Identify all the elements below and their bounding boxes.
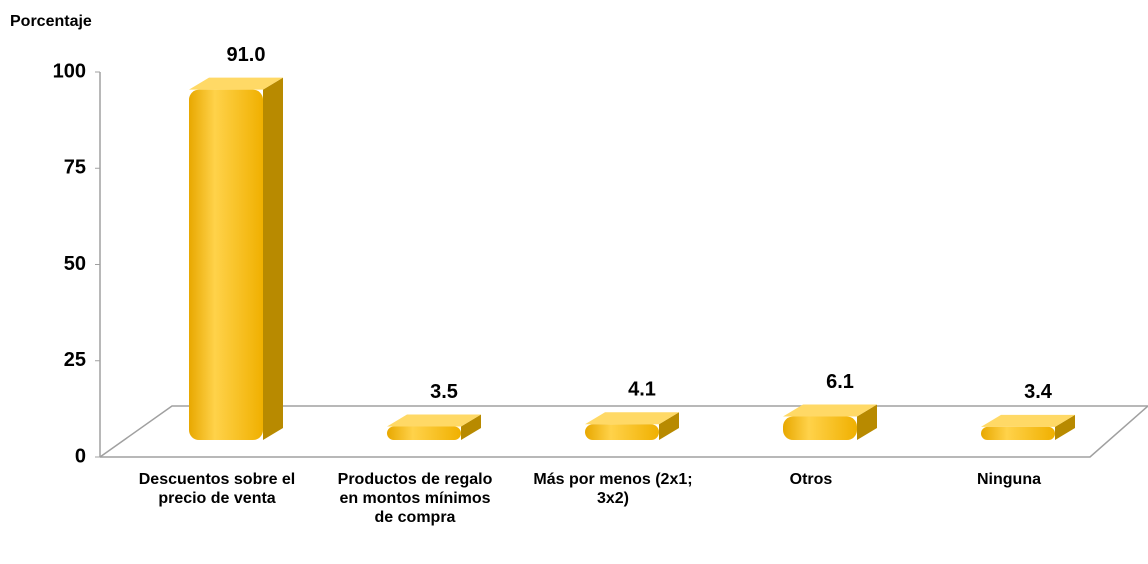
data-label: 6.1 (826, 371, 854, 393)
y-tick-label: 50 (64, 253, 86, 275)
bar-face (263, 77, 283, 441)
x-tick-label: Más por menos (2x1; 3x2) (533, 471, 693, 507)
bar-face (189, 77, 283, 90)
y-tick-label: 0 (75, 445, 86, 467)
bar-face (585, 412, 679, 425)
data-label: 3.4 (1024, 381, 1053, 403)
bar-face (189, 89, 263, 441)
floor-front (100, 405, 1148, 458)
bar-face (585, 424, 659, 440)
bar-face (857, 404, 877, 440)
bar-face (461, 414, 481, 440)
y-axis-title: Porcentaje (10, 13, 92, 30)
y-tick-label: 25 (64, 349, 86, 371)
y-tick-label: 75 (64, 157, 86, 179)
bar (387, 414, 481, 440)
bar (783, 404, 877, 440)
bar-face (387, 426, 461, 440)
bar (189, 77, 283, 441)
bar-face (783, 416, 857, 440)
bar-face (783, 404, 877, 417)
bar-face (981, 426, 1055, 440)
y-tick-label: 100 (53, 60, 86, 82)
data-label: 4.1 (628, 378, 656, 400)
bar-face (387, 414, 481, 427)
bar (585, 412, 679, 440)
bar (981, 414, 1075, 440)
x-tick-label: Ninguna (977, 471, 1041, 488)
x-tick-label: Descuentos sobre el precio de venta (138, 471, 296, 507)
bar-face (659, 412, 679, 440)
x-tick-label: Otros (789, 471, 833, 488)
data-label: 3.5 (430, 381, 458, 403)
data-label: 91.0 (227, 44, 266, 66)
bar-face (981, 414, 1075, 427)
bar-face (1055, 414, 1075, 440)
x-tick-label: Productos de regalo en montos mínimos de… (337, 471, 493, 526)
